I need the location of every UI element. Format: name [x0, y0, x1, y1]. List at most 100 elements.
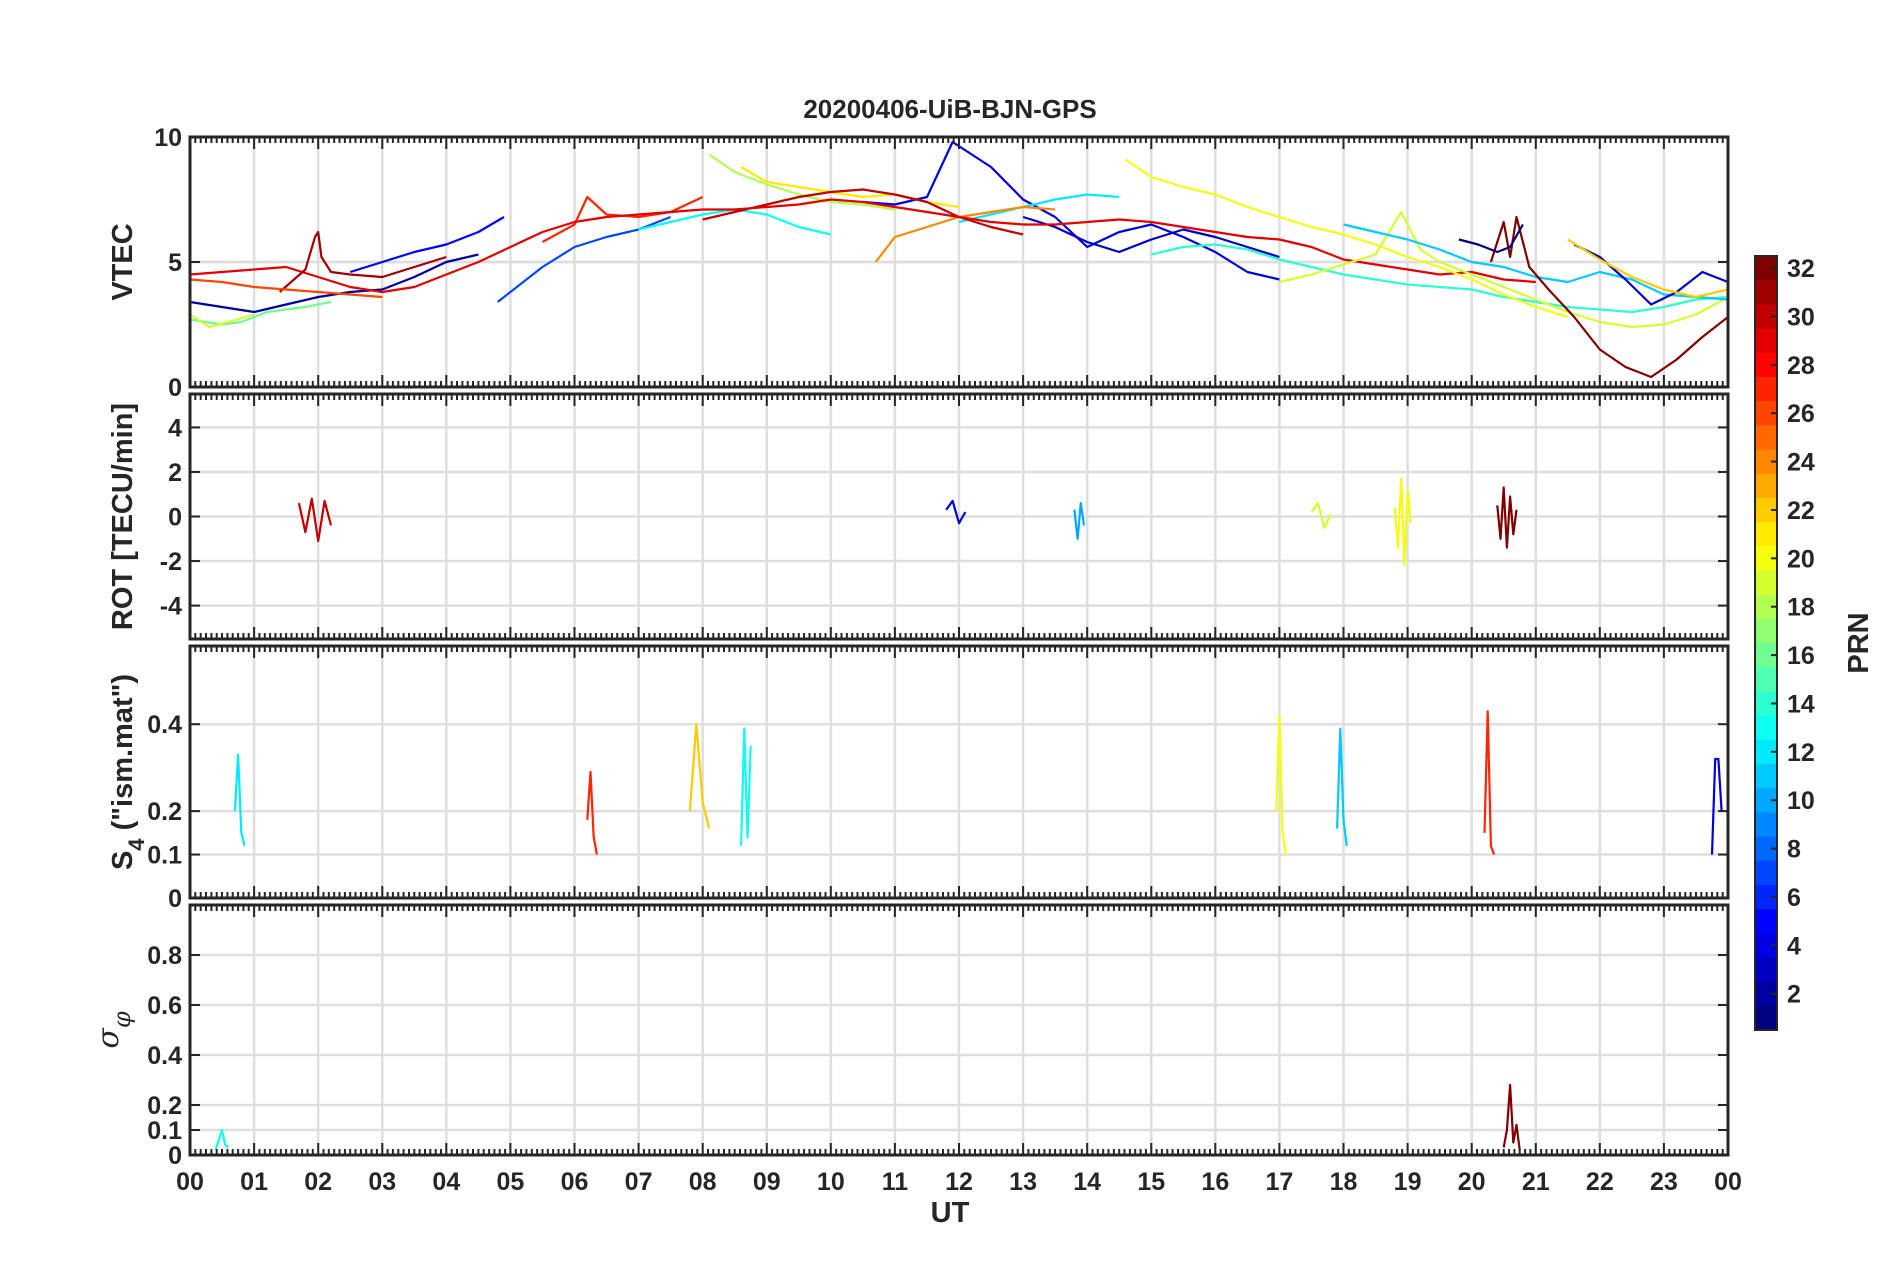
- x-tick-label: 00: [1714, 1168, 1742, 1196]
- series-line-prn-13: [214, 1128, 230, 1151]
- colorbar-segment: [1755, 643, 1777, 668]
- colorbar-segment: [1755, 546, 1777, 571]
- colorbar-segment: [1755, 957, 1777, 983]
- series-line-prn-2: [190, 253, 479, 314]
- series-line-prn-27: [1483, 710, 1496, 855]
- x-tick-label: 20: [1458, 1168, 1486, 1196]
- y-tick-label: 10: [154, 124, 182, 152]
- panel-4: 0.8 0.6 0.4 0.20.10 σφ 00 01 02 03 04 05 06 07 08 09 10…: [91, 903, 1742, 1196]
- x-tick-label: 11: [882, 1168, 909, 1196]
- series-line-prn-26: [190, 278, 383, 299]
- panel-3: 0.4 0.2 0.1 0 S4 ("ism.mat"): [107, 644, 1730, 913]
- colorbar-segment: [1755, 763, 1777, 789]
- colorbar-segment: [1755, 691, 1777, 717]
- x-tick-label: 05: [497, 1168, 525, 1196]
- colorbar-tick-label: 26: [1787, 400, 1815, 428]
- y-tick-label: 2: [168, 459, 182, 487]
- colorbar-segment: [1755, 812, 1777, 837]
- series-line-prn-29: [190, 198, 1536, 294]
- y-tick-label: 0: [168, 1142, 182, 1170]
- y-tick-label: 0: [168, 885, 182, 913]
- x-tick-label: 00: [176, 1168, 204, 1196]
- x-tick-label: 15: [1137, 1168, 1165, 1196]
- y-tick-label: 0.4: [147, 711, 182, 739]
- colorbar-segment: [1755, 860, 1777, 886]
- panel-1: 0 5 10 VTEC: [107, 124, 1730, 402]
- series-line-prn-27: [586, 770, 598, 855]
- series-line-prn-24: [874, 205, 1056, 263]
- y-tick-label: -4: [160, 593, 182, 621]
- series-line-prn-5: [349, 216, 505, 274]
- colorbar-segment: [1755, 497, 1777, 523]
- colorbar-segment: [1755, 304, 1777, 330]
- y-tick-label: 0: [168, 504, 182, 532]
- colorbar-segment: [1755, 739, 1777, 765]
- colorbar-tick-label: 32: [1787, 255, 1815, 283]
- y-tick-label: 4: [168, 414, 182, 442]
- x-ticks: [189, 394, 1729, 639]
- y-tick-label: 0.1: [147, 842, 182, 870]
- y-axis-label: VTEC: [107, 223, 139, 300]
- x-tick-label: 10: [817, 1168, 845, 1196]
- y-axis-label-part: φ: [108, 1011, 136, 1028]
- series-line-prn-20: [1393, 477, 1412, 567]
- x-tick-label: 07: [625, 1168, 653, 1196]
- series-group: [190, 140, 1728, 379]
- colorbar-segment: [1755, 909, 1777, 934]
- series-line-prn-32: [1502, 1083, 1521, 1151]
- series-line-prn-3: [1573, 243, 1728, 306]
- series-line-prn-11: [1336, 727, 1348, 847]
- series-line-prn-4: [1710, 757, 1723, 855]
- x-tick-label: 14: [1073, 1168, 1101, 1196]
- x-tick-label: 18: [1330, 1168, 1358, 1196]
- series-line-prn-22: [1567, 238, 1728, 299]
- colorbar-tick-label: 8: [1787, 836, 1801, 864]
- x-tick-label: 19: [1394, 1168, 1422, 1196]
- x-tick-label: 02: [304, 1168, 332, 1196]
- series-line-prn-7: [496, 215, 672, 303]
- colorbar-segment: [1755, 667, 1777, 692]
- x-ticks: [189, 905, 1729, 1155]
- colorbar-segment: [1755, 328, 1777, 354]
- colorbar-segment: [1755, 376, 1777, 402]
- series-group: [297, 477, 1518, 567]
- colorbar-tick-label: 10: [1787, 787, 1815, 815]
- series-line-prn-19: [190, 313, 255, 329]
- colorbar-tick-label: 18: [1787, 594, 1815, 622]
- series-line-prn-19: [1279, 210, 1728, 329]
- panel-2: 4 2 0 -2 -4 ROT [TECU/min]: [107, 392, 1730, 641]
- colorbar-tick-label: 30: [1787, 303, 1815, 331]
- series-line-prn-32: [1489, 215, 1728, 379]
- colorbar-segment: [1755, 981, 1777, 1007]
- x-tick-label: 17: [1266, 1168, 1294, 1196]
- y-tick-label: 0.1: [147, 1117, 182, 1145]
- colorbar-segment: [1755, 522, 1777, 547]
- x-tick-label: 13: [1009, 1168, 1037, 1196]
- series-line-prn-30: [297, 497, 333, 543]
- colorbar-segment: [1755, 618, 1777, 644]
- colorbar-tick-label: 28: [1787, 352, 1815, 380]
- y-tick-label: 0.6: [147, 992, 182, 1020]
- y-tick-label: 0.2: [147, 798, 182, 826]
- y-tick-label: 0.2: [147, 1092, 182, 1120]
- colorbar-segment: [1755, 715, 1777, 741]
- colorbar-segment: [1755, 1005, 1777, 1031]
- colorbar-segment: [1755, 788, 1777, 813]
- colorbar-segment: [1755, 352, 1777, 378]
- x-tick-label: 04: [432, 1168, 460, 1196]
- colorbar-tick-label: 22: [1787, 497, 1815, 525]
- series-line-prn-20: [1275, 714, 1287, 855]
- series-line-prn-32: [1496, 486, 1518, 549]
- series-line-prn-10: [1073, 502, 1086, 540]
- series-line-prn-4: [945, 499, 967, 525]
- colorbar-segment: [1755, 425, 1777, 450]
- x-tick-label: 03: [368, 1168, 396, 1196]
- x-tick-label: 16: [1201, 1168, 1229, 1196]
- y-axis-label: σφ: [91, 1011, 136, 1048]
- y-tick-label: 0: [168, 374, 182, 402]
- x-axis-label: UT: [931, 1197, 970, 1229]
- series-line-prn-18: [708, 153, 896, 211]
- series-line-prn-1: [1458, 223, 1524, 254]
- y-axis-label: S4 ("ism.mat"): [107, 674, 149, 870]
